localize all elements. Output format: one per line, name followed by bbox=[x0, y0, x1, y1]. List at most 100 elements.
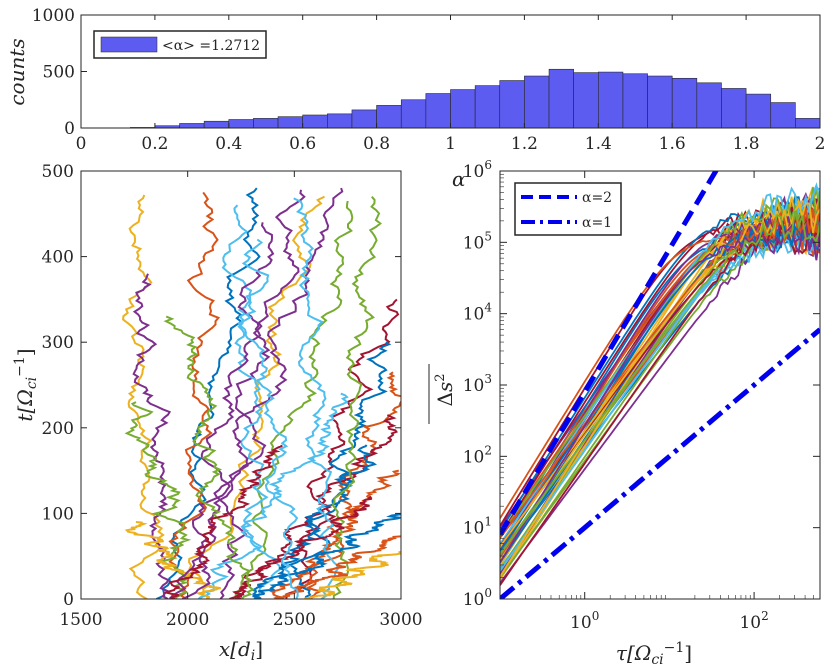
histogram-bar bbox=[647, 75, 673, 129]
histogram-bar bbox=[277, 116, 304, 129]
trajectory-x-tick-label: 1500 bbox=[59, 610, 102, 630]
trajectory-lines bbox=[122, 187, 401, 599]
histogram-bar bbox=[327, 113, 353, 129]
trajectory-y-tick-label: 100 bbox=[42, 504, 74, 524]
msd-legend-alpha2-label: α=2 bbox=[582, 190, 612, 206]
histogram-bar bbox=[302, 114, 328, 129]
trajectory-line bbox=[197, 392, 349, 599]
trajectory-line bbox=[187, 195, 325, 599]
msd-y-tick-label: 105 bbox=[463, 229, 492, 253]
trajectory-line bbox=[305, 371, 401, 599]
histogram-bar bbox=[450, 89, 476, 129]
trajectory-x-tick-label: 2500 bbox=[273, 610, 316, 630]
histogram-y-tick-label: 1000 bbox=[32, 6, 75, 26]
msd-x-tick-label: 100 bbox=[570, 609, 599, 633]
msd-y-tick-label: 106 bbox=[463, 158, 492, 182]
histogram-x-tick-label: 0 bbox=[76, 134, 87, 154]
histogram-bar bbox=[351, 109, 377, 129]
trajectory-line bbox=[293, 197, 339, 599]
histogram-x-tick-label: 1.2 bbox=[511, 134, 538, 154]
trajectory-line bbox=[124, 521, 221, 599]
msd-lines bbox=[500, 182, 820, 586]
msd-reference-alpha1 bbox=[500, 327, 820, 599]
trajectory-line bbox=[132, 273, 172, 599]
trajectory-axes-box bbox=[80, 170, 402, 600]
trajectory-line bbox=[276, 535, 401, 599]
msd-line bbox=[500, 224, 820, 552]
trajectory-panel: 1500 2000 2500 3000 0 100 200 300 400 500 x[di] t… bbox=[12, 162, 423, 664]
histogram-bar bbox=[745, 93, 772, 129]
histogram-bar bbox=[671, 77, 698, 129]
trajectory-line bbox=[237, 238, 299, 599]
histogram-legend: <α> =1.2712 bbox=[93, 30, 267, 59]
msd-y-tick-label: 102 bbox=[463, 443, 492, 467]
msd-reference-alpha2 bbox=[500, 171, 719, 536]
msd-line bbox=[500, 217, 820, 519]
histogram-bar bbox=[524, 75, 550, 129]
histogram-bar bbox=[203, 120, 230, 129]
histogram-y-tick-label: 500 bbox=[43, 63, 75, 83]
histogram-bar bbox=[400, 99, 427, 129]
trajectory-x-tick-label: 2000 bbox=[166, 610, 209, 630]
trajectory-y-tick-label: 0 bbox=[63, 590, 74, 610]
histogram-bar bbox=[499, 80, 525, 129]
histogram-bar bbox=[770, 102, 796, 129]
trajectory-y-label: t[Ωci−1] bbox=[12, 348, 40, 421]
trajectory-y-tick-label: 400 bbox=[42, 248, 74, 268]
histogram-bar bbox=[573, 72, 599, 129]
histogram-x-tick-label: 1.8 bbox=[733, 134, 760, 154]
histogram-x-tick-label: 0.4 bbox=[215, 134, 242, 154]
histogram-bar bbox=[597, 71, 624, 129]
trajectory-line bbox=[234, 200, 354, 599]
histogram-ticks: 0 0.2 0.4 0.6 0.8 1 1.2 1.4 1.6 1.8 2 0 500 1000 bbox=[32, 6, 826, 154]
msd-legend: α=2 α=1 bbox=[514, 182, 622, 236]
trajectory-y-tick-label: 500 bbox=[42, 162, 74, 182]
msd-legend-alpha1-label: α=1 bbox=[582, 215, 612, 231]
trajectory-y-tick-label: 200 bbox=[42, 419, 74, 439]
msd-y-tick-label: 100 bbox=[463, 586, 492, 610]
trajectory-x-label: x[di] bbox=[219, 637, 263, 664]
histogram-bar bbox=[253, 118, 279, 129]
histogram-bar bbox=[795, 118, 821, 129]
histogram-legend-swatch bbox=[100, 36, 158, 53]
trajectory-line bbox=[169, 187, 344, 599]
msd-line bbox=[500, 223, 820, 563]
msd-y-label: Δs2 bbox=[428, 364, 457, 424]
trajectory-ticks: 1500 2000 2500 3000 0 100 200 300 400 500 bbox=[42, 162, 423, 630]
trajectory-line bbox=[269, 469, 401, 599]
histogram-panel: 0 0.2 0.4 0.6 0.8 1 1.2 1.4 1.6 1.8 2 0 500 1000 coun… bbox=[5, 6, 825, 154]
histogram-x-tick-label: 0.8 bbox=[363, 134, 390, 154]
trajectory-line bbox=[250, 444, 378, 599]
svg-text:Δs2: Δs2 bbox=[433, 374, 457, 407]
histogram-legend-label: <α> =1.2712 bbox=[162, 38, 260, 54]
msd-y-tick-label: 104 bbox=[463, 301, 493, 325]
histogram-bar bbox=[179, 123, 205, 129]
msd-reference-lines bbox=[500, 171, 820, 599]
histogram-x-tick-label: 2 bbox=[815, 134, 826, 154]
histogram-x-tick-label: 0.2 bbox=[141, 134, 168, 154]
trajectory-line bbox=[287, 341, 392, 599]
trajectory-line bbox=[213, 189, 306, 599]
histogram-bars bbox=[129, 68, 821, 129]
histogram-bar bbox=[474, 85, 501, 129]
trajectory-line bbox=[221, 204, 281, 599]
histogram-x-tick-label: 0.6 bbox=[289, 134, 316, 154]
trajectory-y-tick-label: 300 bbox=[42, 333, 74, 353]
trajectory-line bbox=[163, 444, 283, 599]
msd-y-tick-label: 103 bbox=[463, 372, 492, 396]
msd-line bbox=[500, 196, 820, 578]
trajectory-line bbox=[304, 551, 401, 599]
histogram-bar bbox=[721, 88, 747, 129]
histogram-x-tick-label: 1.4 bbox=[585, 134, 612, 154]
msd-line bbox=[500, 210, 820, 555]
msd-ticks: 100 101 102 103 104 105 106 100 102 bbox=[463, 158, 821, 633]
trajectory-line bbox=[252, 513, 401, 599]
histogram-x-tick-label: 1 bbox=[445, 134, 456, 154]
trajectory-line bbox=[122, 194, 165, 599]
histogram-bar bbox=[622, 73, 648, 129]
msd-x-label: τ[Ωci−1] bbox=[616, 640, 692, 668]
msd-line bbox=[500, 217, 820, 579]
msd-panel: 100 101 102 103 104 105 106 100 102 α τ[Ωci−1] Δ… bbox=[428, 158, 821, 668]
histogram-y-label: counts bbox=[5, 38, 29, 105]
